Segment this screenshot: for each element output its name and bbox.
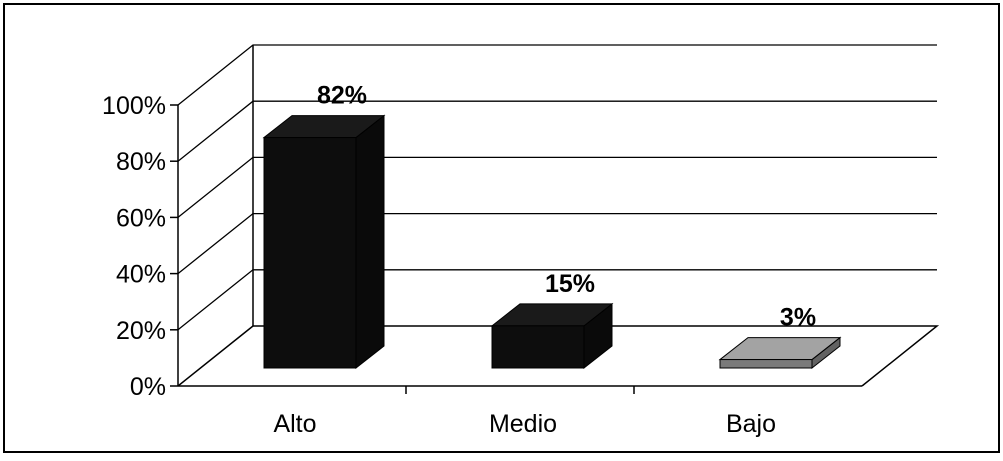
chart-border	[3, 3, 1000, 453]
category-label: Alto	[273, 410, 316, 438]
y-tick-label: 40%	[116, 261, 166, 289]
y-tick-label: 0%	[130, 373, 166, 401]
category-label: Medio	[489, 410, 557, 438]
axes	[170, 45, 940, 394]
y-tick-labels: 0% 20% 40% 60% 80% 100%	[102, 92, 166, 401]
y-tick-label: 80%	[116, 148, 166, 176]
floor-left-edge	[177, 325, 254, 387]
gridline	[177, 44, 937, 106]
data-label: 15%	[545, 270, 595, 298]
y-tick-label: 100%	[102, 92, 166, 120]
data-label: 82%	[317, 82, 367, 110]
bar-front	[263, 137, 357, 369]
floor-edge	[253, 325, 940, 387]
y-tick-label: 60%	[116, 204, 166, 232]
bar-front	[491, 325, 585, 369]
category-label: Bajo	[726, 410, 776, 438]
data-label: 3%	[780, 304, 816, 332]
category-labels: Alto Medio Bajo	[273, 410, 776, 438]
bars	[262, 114, 842, 370]
data-labels: 82% 15% 3%	[317, 82, 816, 332]
bar	[490, 302, 614, 370]
bar-side	[355, 114, 385, 370]
y-tick-label: 20%	[116, 317, 166, 345]
bar	[262, 114, 386, 370]
bar-front	[719, 359, 813, 369]
bar	[718, 336, 842, 370]
